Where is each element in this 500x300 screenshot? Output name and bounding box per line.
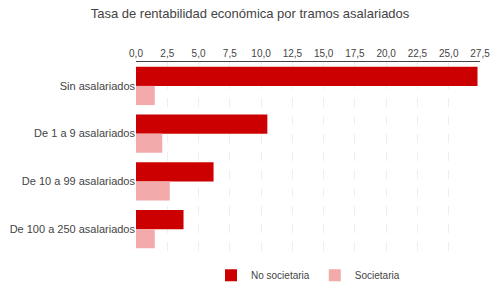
svg-text:17,5: 17,5 [345,48,365,59]
svg-text:20,0: 20,0 [376,48,396,59]
svg-text:De 1 a 9 asalariados: De 1 a 9 asalariados [34,127,135,139]
svg-text:No societaria: No societaria [251,270,310,281]
svg-text:2,5: 2,5 [160,48,174,59]
svg-text:Sin asalariados: Sin asalariados [60,80,136,92]
svg-text:12,5: 12,5 [283,48,303,59]
svg-text:5,0: 5,0 [192,48,206,59]
svg-text:27,5: 27,5 [470,48,490,59]
svg-text:De 10 a 99 asalariados: De 10 a 99 asalariados [22,175,136,187]
svg-text:22,5: 22,5 [408,48,428,59]
svg-text:Tasa de rentabilidad económica: Tasa de rentabilidad económica por tramo… [91,6,410,21]
svg-text:7,5: 7,5 [223,48,237,59]
svg-text:10,0: 10,0 [251,48,271,59]
svg-text:Societaria: Societaria [355,270,400,281]
svg-text:25,0: 25,0 [439,48,459,59]
svg-text:15,0: 15,0 [314,48,334,59]
svg-text:0,0: 0,0 [129,48,143,59]
svg-text:De 100 a 250 asalariados: De 100 a 250 asalariados [10,223,136,235]
